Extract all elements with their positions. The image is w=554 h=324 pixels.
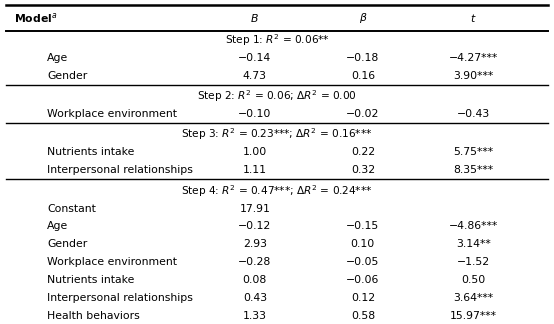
Text: $\beta$: $\beta$ [358, 11, 367, 25]
Text: −0.05: −0.05 [346, 257, 379, 267]
Text: Age: Age [47, 222, 68, 231]
Text: −0.43: −0.43 [457, 109, 490, 119]
Text: Interpersonal relationships: Interpersonal relationships [47, 293, 193, 303]
Text: 1.00: 1.00 [243, 147, 267, 157]
Text: 0.16: 0.16 [351, 71, 375, 81]
Text: −4.27***: −4.27*** [449, 53, 498, 63]
Text: 1.11: 1.11 [243, 165, 267, 175]
Text: Workplace environment: Workplace environment [47, 257, 177, 267]
Text: Constant: Constant [47, 203, 96, 214]
Text: 4.73: 4.73 [243, 71, 267, 81]
Text: 5.75***: 5.75*** [454, 147, 494, 157]
Text: $t$: $t$ [470, 12, 477, 24]
Text: 3.64***: 3.64*** [454, 293, 494, 303]
Text: 0.08: 0.08 [243, 275, 267, 285]
Text: Step 1: $R^2$ = 0.06**: Step 1: $R^2$ = 0.06** [224, 32, 330, 48]
Text: −1.52: −1.52 [457, 257, 490, 267]
Text: 1.33: 1.33 [243, 311, 267, 321]
Text: Interpersonal relationships: Interpersonal relationships [47, 165, 193, 175]
Text: 3.90***: 3.90*** [454, 71, 494, 81]
Text: −4.86***: −4.86*** [449, 222, 498, 231]
Text: −0.12: −0.12 [238, 222, 271, 231]
Text: Step 3: $R^2$ = 0.23***; Δ$R^2$ = 0.16***: Step 3: $R^2$ = 0.23***; Δ$R^2$ = 0.16**… [181, 127, 373, 142]
Text: 17.91: 17.91 [239, 203, 270, 214]
Text: 0.22: 0.22 [351, 147, 375, 157]
Text: 3.14**: 3.14** [456, 239, 491, 249]
Text: −0.14: −0.14 [238, 53, 271, 63]
Text: 0.50: 0.50 [461, 275, 486, 285]
Text: −0.06: −0.06 [346, 275, 379, 285]
Text: $B$: $B$ [250, 12, 259, 24]
Text: Nutrients intake: Nutrients intake [47, 147, 135, 157]
Text: 15.97***: 15.97*** [450, 311, 497, 321]
Text: −0.10: −0.10 [238, 109, 271, 119]
Text: −0.02: −0.02 [346, 109, 379, 119]
Text: 0.12: 0.12 [351, 293, 375, 303]
Text: Age: Age [47, 53, 68, 63]
Text: Workplace environment: Workplace environment [47, 109, 177, 119]
Text: 0.32: 0.32 [351, 165, 375, 175]
Text: 0.43: 0.43 [243, 293, 267, 303]
Text: −0.15: −0.15 [346, 222, 379, 231]
Text: Nutrients intake: Nutrients intake [47, 275, 135, 285]
Text: 0.10: 0.10 [351, 239, 375, 249]
Text: −0.18: −0.18 [346, 53, 379, 63]
Text: Step 2: $R^2$ = 0.06; Δ$R^2$ = 0.00: Step 2: $R^2$ = 0.06; Δ$R^2$ = 0.00 [197, 88, 357, 104]
Text: Gender: Gender [47, 239, 88, 249]
Text: 8.35***: 8.35*** [454, 165, 494, 175]
Text: Step 4: $R^2$ = 0.47***; Δ$R^2$ = 0.24***: Step 4: $R^2$ = 0.47***; Δ$R^2$ = 0.24**… [181, 183, 373, 199]
Text: 0.58: 0.58 [351, 311, 375, 321]
Text: Health behaviors: Health behaviors [47, 311, 140, 321]
Text: −0.28: −0.28 [238, 257, 271, 267]
Text: Gender: Gender [47, 71, 88, 81]
Text: 2.93: 2.93 [243, 239, 267, 249]
Text: Model$^a$: Model$^a$ [14, 11, 57, 25]
